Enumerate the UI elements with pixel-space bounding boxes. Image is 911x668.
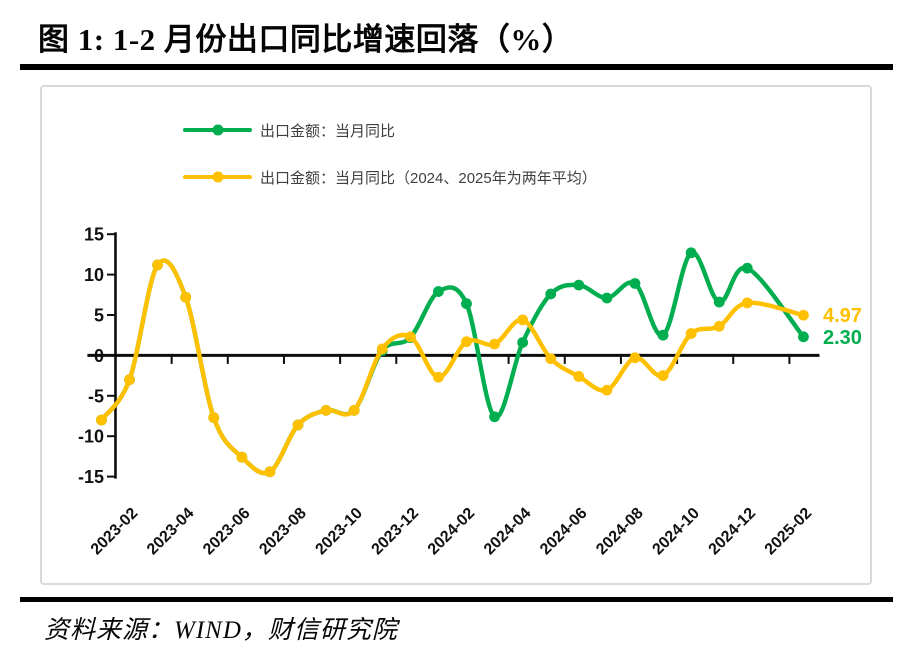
- x-axis-label: 2023-12: [369, 505, 423, 559]
- legend-item-monthly-yoy: 出口金额：当月同比: [183, 120, 395, 140]
- series-marker-1: [180, 291, 192, 303]
- x-axis-label: 2024-06: [537, 505, 591, 559]
- series-marker-0: [713, 296, 725, 308]
- series-end-label: 4.97: [823, 305, 862, 327]
- series-marker-1: [657, 370, 669, 381]
- series-marker-1: [545, 353, 557, 365]
- legend-label: 出口金额：当月同比: [260, 122, 396, 140]
- series-marker-0: [489, 411, 500, 423]
- series-marker-1: [461, 336, 472, 348]
- series-marker-0: [545, 288, 557, 300]
- series-marker-1: [798, 309, 809, 321]
- series-marker-1: [517, 314, 529, 326]
- title-rule: [20, 64, 893, 70]
- series-marker-1: [236, 451, 248, 463]
- series-marker-1: [376, 343, 388, 355]
- y-axis-label: -15: [78, 467, 104, 487]
- x-axis-label: 2024-10: [649, 505, 703, 559]
- x-axis-label: 2025-02: [762, 505, 816, 559]
- series-marker-0: [741, 262, 753, 274]
- series-marker-1: [348, 404, 360, 416]
- series-marker-0: [461, 298, 472, 310]
- series-marker-0: [798, 331, 809, 343]
- series-marker-0: [685, 247, 697, 259]
- x-axis-label: 2023-08: [256, 505, 310, 559]
- series-marker-1: [433, 371, 444, 383]
- x-axis-label: 2024-04: [481, 505, 535, 559]
- series-marker-1: [404, 331, 416, 343]
- series-marker-1: [713, 320, 725, 332]
- chart-frame: [40, 85, 872, 585]
- series-marker-1: [741, 297, 753, 309]
- source-note: 资料来源：WIND，财信研究院: [44, 617, 398, 644]
- series-marker-0: [517, 337, 529, 348]
- series-marker-1: [208, 412, 220, 424]
- x-axis-label: 2024-02: [425, 505, 479, 559]
- series-marker-0: [657, 329, 669, 341]
- legend-item-two-year-avg: 出口金额：当月同比（2024、2025年为两年平均）: [183, 167, 597, 187]
- y-axis-label: 15: [84, 225, 104, 245]
- x-axis-label: 2023-02: [88, 505, 142, 559]
- series-marker-1: [685, 328, 697, 339]
- series-marker-0: [601, 292, 613, 304]
- legend-label: 出口金额：当月同比（2024、2025年为两年平均）: [260, 169, 597, 187]
- series-marker-1: [601, 384, 613, 396]
- y-axis-label: -10: [78, 427, 104, 447]
- legend-line-green-icon: [183, 124, 252, 136]
- y-axis-label: 10: [84, 265, 104, 285]
- series-marker-0: [573, 279, 585, 291]
- series-marker-1: [264, 466, 276, 478]
- x-axis-label: 2023-06: [200, 505, 254, 559]
- series-line-1: [99, 258, 806, 476]
- series-marker-1: [292, 419, 304, 431]
- legend-line-gold-icon: [183, 171, 252, 183]
- series-marker-1: [489, 338, 500, 350]
- footer-rule: [20, 597, 893, 602]
- series-marker-1: [124, 374, 135, 386]
- y-axis-label: -5: [88, 386, 104, 406]
- series-marker-0: [433, 286, 444, 297]
- x-axis-label: 2024-08: [593, 505, 647, 559]
- x-axis-label: 2024-12: [706, 505, 760, 559]
- series-marker-1: [629, 352, 641, 364]
- y-axis-label: 5: [94, 306, 104, 326]
- x-axis-label: 2023-10: [312, 505, 366, 559]
- series-marker-1: [573, 371, 585, 382]
- series-marker-1: [152, 259, 164, 271]
- series-marker-1: [96, 414, 107, 426]
- series-marker-1: [320, 404, 332, 416]
- series-marker-0: [629, 278, 641, 289]
- series-end-label: 2.30: [823, 327, 862, 349]
- x-axis-label: 2023-04: [144, 505, 198, 559]
- page-title: 图 1: 1-2 月份出口同比增速回落（%）: [38, 22, 574, 57]
